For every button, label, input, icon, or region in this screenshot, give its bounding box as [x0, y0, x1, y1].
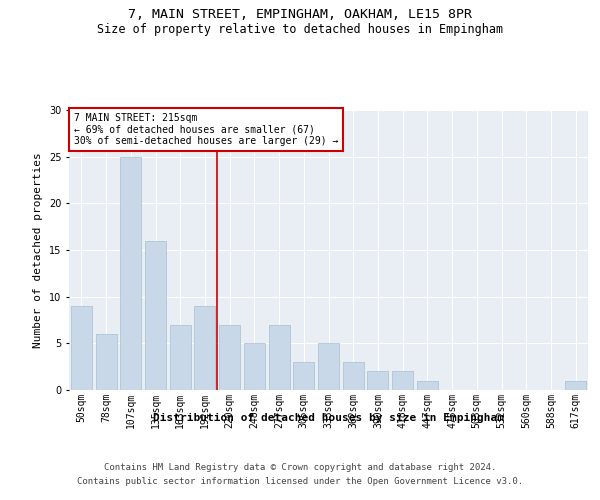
Bar	[367, 372, 388, 390]
Text: Contains HM Land Registry data © Crown copyright and database right 2024.: Contains HM Land Registry data © Crown c…	[104, 462, 496, 471]
Bar	[417, 380, 438, 390]
Y-axis label: Number of detached properties: Number of detached properties	[34, 152, 43, 348]
Bar	[219, 324, 240, 390]
Bar	[194, 306, 215, 390]
Bar	[293, 362, 314, 390]
Text: 7, MAIN STREET, EMPINGHAM, OAKHAM, LE15 8PR: 7, MAIN STREET, EMPINGHAM, OAKHAM, LE15 …	[128, 8, 472, 20]
Bar	[269, 324, 290, 390]
Bar	[95, 334, 116, 390]
Text: Distribution of detached houses by size in Empingham: Distribution of detached houses by size …	[154, 412, 504, 422]
Bar	[71, 306, 92, 390]
Text: Size of property relative to detached houses in Empingham: Size of property relative to detached ho…	[97, 22, 503, 36]
Bar	[565, 380, 586, 390]
Bar	[392, 372, 413, 390]
Bar	[145, 240, 166, 390]
Bar	[120, 156, 141, 390]
Text: 7 MAIN STREET: 215sqm
← 69% of detached houses are smaller (67)
30% of semi-deta: 7 MAIN STREET: 215sqm ← 69% of detached …	[74, 113, 338, 146]
Text: Contains public sector information licensed under the Open Government Licence v3: Contains public sector information licen…	[77, 478, 523, 486]
Bar	[343, 362, 364, 390]
Bar	[244, 344, 265, 390]
Bar	[318, 344, 339, 390]
Bar	[170, 324, 191, 390]
